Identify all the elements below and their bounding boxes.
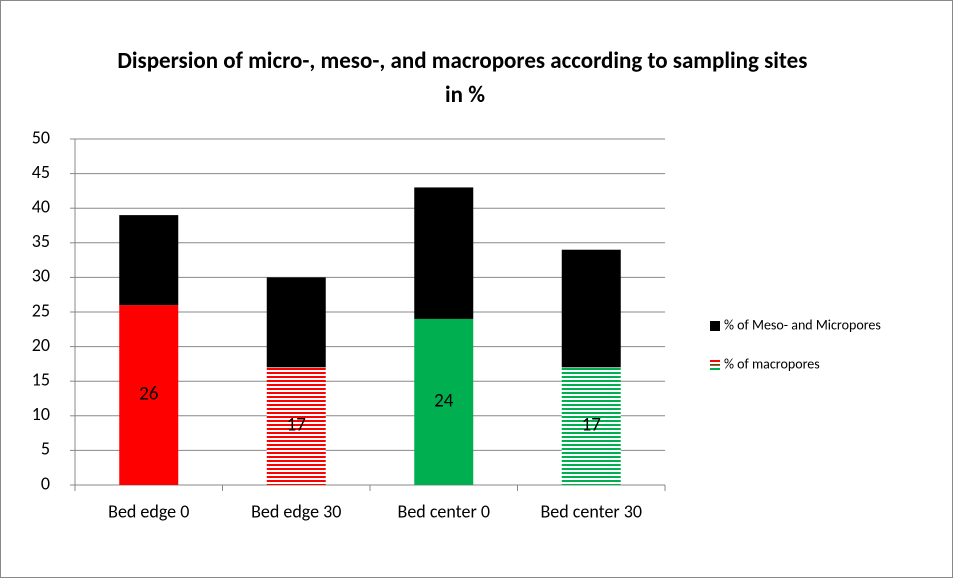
data-label: 19 <box>434 241 453 264</box>
y-tick-label: 35 <box>32 230 50 252</box>
y-tick-label: 50 <box>32 126 50 148</box>
bar-segment <box>119 305 179 485</box>
bar-segment <box>119 215 179 306</box>
bar-segment <box>414 187 474 319</box>
data-label: 13 <box>287 310 306 333</box>
x-tick-label: Bed center 0 <box>398 500 490 522</box>
y-tick-label: 5 <box>41 438 50 460</box>
bar-segment <box>561 249 621 368</box>
legend-label: % of macropores <box>724 355 820 372</box>
legend-swatch <box>710 321 720 331</box>
y-tick-label: 20 <box>32 334 50 356</box>
x-tick-label: Bed edge 0 <box>108 500 189 522</box>
data-label: 26 <box>139 383 158 406</box>
x-tick-label: Bed edge 30 <box>251 500 341 522</box>
y-tick-label: 15 <box>32 368 50 390</box>
bar-segment <box>266 277 326 368</box>
data-label: 17 <box>287 414 307 437</box>
x-tick-label: Bed center 30 <box>540 500 642 522</box>
y-tick-label: 10 <box>32 403 50 425</box>
data-label: 24 <box>434 389 454 412</box>
data-label: 17 <box>582 414 602 437</box>
data-label: 17 <box>582 296 602 319</box>
y-tick-label: 0 <box>41 472 50 494</box>
y-tick-label: 40 <box>32 195 50 217</box>
legend-swatch <box>710 360 720 365</box>
legend-swatch <box>710 365 720 370</box>
data-label: 13 <box>139 248 158 271</box>
bar-segment <box>561 367 621 485</box>
y-tick-label: 25 <box>32 299 50 321</box>
bar-segment <box>414 318 474 485</box>
legend-label: % of Meso- and Micropores <box>724 316 881 333</box>
bar-segment <box>266 367 326 485</box>
chart-title: Dispersion of micro-, meso-, and macropo… <box>117 47 812 109</box>
y-tick-label: 30 <box>32 265 50 287</box>
y-tick-label: 45 <box>32 161 50 183</box>
